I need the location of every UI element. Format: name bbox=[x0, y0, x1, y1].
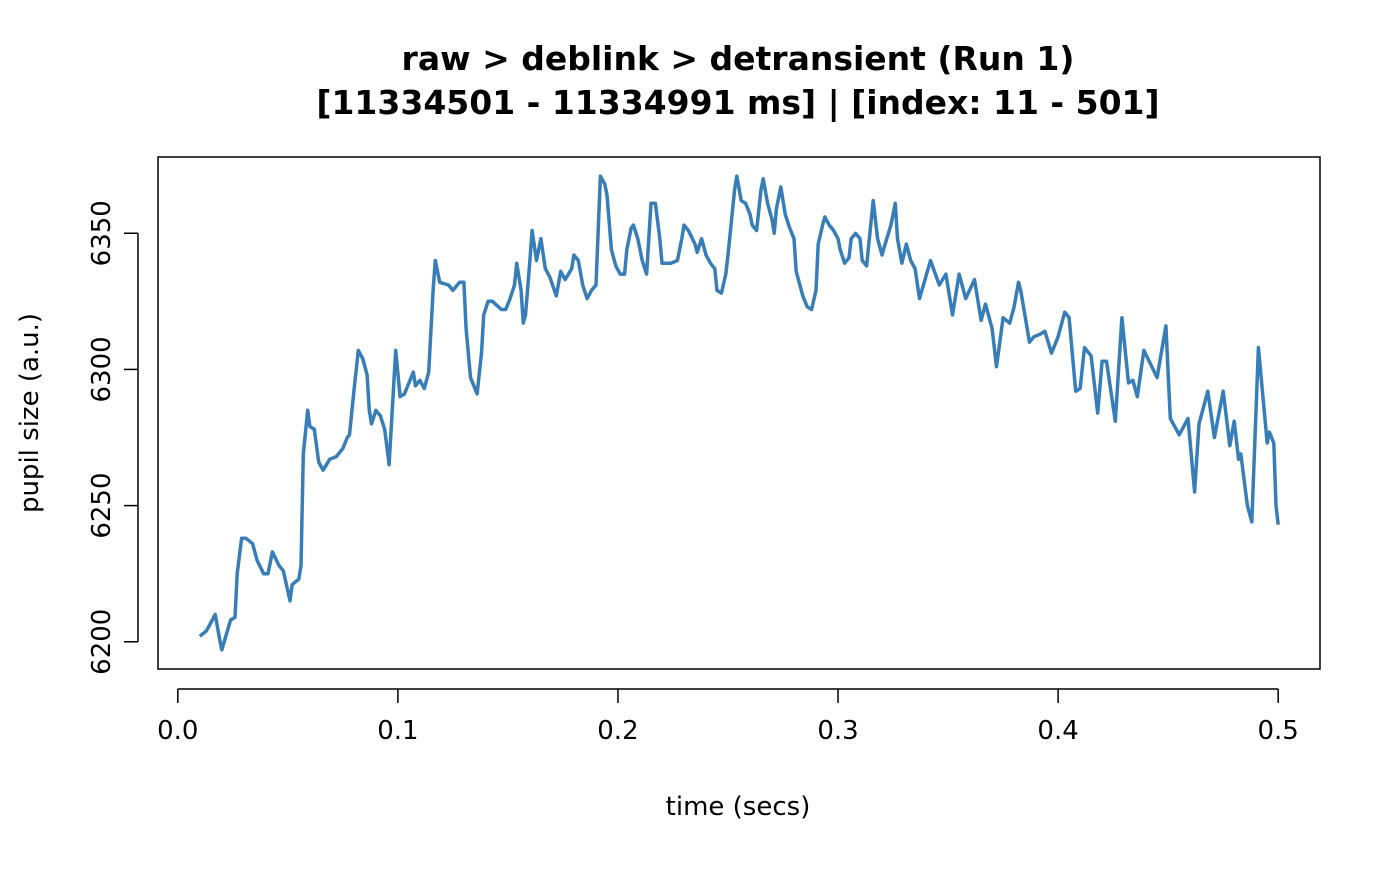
y-tick-label: 6250 bbox=[87, 473, 117, 539]
chart-title: raw > deblink > detransient (Run 1) bbox=[402, 39, 1075, 78]
x-axis: 0.0 0.1 0.2 0.3 0.4 0.5 bbox=[157, 688, 1299, 746]
y-tick-label: 6300 bbox=[87, 336, 117, 402]
x-tick-label: 0.0 bbox=[157, 716, 198, 746]
x-tick-label: 0.5 bbox=[1258, 716, 1299, 746]
chart-subtitle: [11334501 - 11334991 ms] | [index: 11 - … bbox=[316, 83, 1159, 122]
y-tick-label: 6200 bbox=[87, 609, 117, 675]
x-tick-label: 0.3 bbox=[817, 716, 858, 746]
data-line bbox=[198, 174, 1280, 652]
plot-frame bbox=[157, 156, 1321, 670]
y-axis-label: pupil size (a.u.) bbox=[15, 313, 45, 513]
x-axis-label: time (secs) bbox=[666, 792, 811, 822]
y-axis: 6200 6250 6300 6350 bbox=[87, 200, 139, 675]
x-tick-label: 0.4 bbox=[1037, 716, 1078, 746]
x-tick-label: 0.1 bbox=[377, 716, 418, 746]
y-tick-label: 6350 bbox=[87, 200, 117, 266]
x-tick-label: 0.2 bbox=[597, 716, 638, 746]
